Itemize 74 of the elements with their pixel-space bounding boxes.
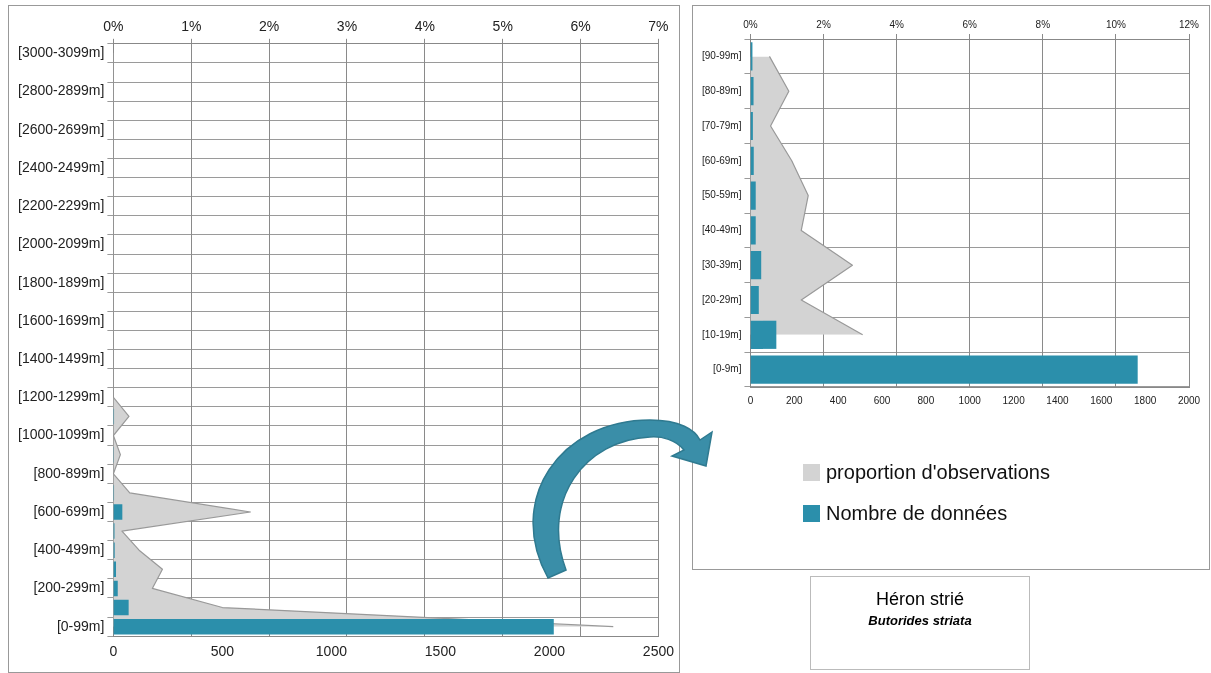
y-tick-label: [30-39m] [701,258,742,270]
legend-label: proportion d'observations [826,461,1050,484]
y-tick-label: [50-59m] [701,189,742,201]
y-tick-label: [2000-2099m] [17,235,105,252]
x-tick-label: 1200 [1002,394,1026,406]
x-tick-label: 800 [917,394,935,406]
y-tick-label: [400-499m] [33,541,105,558]
y-tick-label: [0-9m] [713,363,742,375]
y-tick-label: [1400-1499m] [17,349,105,366]
y-tick-label: [3000-3099m] [17,44,105,61]
bar [113,618,554,635]
y-tick-label: [90-99m] [701,50,742,62]
y-tick-label: [40-49m] [701,224,742,236]
x-tick-label: 1500 [424,643,457,660]
x2-tick-label: 0% [743,18,758,30]
x-tick-label: 2000 [1177,394,1201,406]
x2-tick-label: 8% [1035,18,1051,30]
bar [750,355,1138,384]
legend-label: Nombre de données [826,502,1008,525]
x2-tick-label: 4% [889,18,904,30]
x2-tick-label: 3% [336,18,358,35]
x2-tick-label: 7% [648,18,669,35]
bar [750,320,777,349]
y-tick-label: [20-29m] [701,293,742,305]
y-tick-label: [70-79m] [701,119,742,131]
bar [113,580,118,597]
x-tick-label: 1000 [958,394,982,406]
x-tick-label: 1800 [1134,394,1157,406]
y-tick-label: [2800-2899m] [17,82,105,99]
x-tick-label: 200 [785,394,804,406]
x2-tick-label: 10% [1105,18,1127,30]
bar [750,146,754,175]
x-tick-label: 1600 [1090,394,1113,406]
x2-tick-label: 12% [1178,18,1200,30]
y-tick-label: [10-19m] [701,328,742,340]
bar [750,251,762,280]
x2-tick-label: 5% [492,18,513,35]
bar [750,77,754,106]
x-tick-label: 400 [829,394,847,406]
y-tick-label: [2600-2699m] [17,120,105,137]
x-tick-label: 500 [210,643,235,660]
y-tick-label: [200-299m] [33,579,105,596]
x2-tick-label: 4% [414,18,435,35]
text: Héron strié [875,589,965,610]
x-tick-label: 2500 [642,643,675,660]
x-tick-label: 0 [747,394,754,406]
text: Butorides striata [867,613,973,628]
bar [750,216,756,245]
y-tick-label: [1000-1099m] [17,426,105,443]
y-tick-label: [600-699m] [33,502,105,519]
x-tick-label: 0 [109,643,118,660]
bar [750,285,759,315]
y-tick-label: [1600-1699m] [17,311,105,328]
x2-tick-label: 2% [816,18,831,30]
y-tick-label: [60-69m] [701,154,742,166]
y-tick-label: [2200-2299m] [17,197,105,214]
x-tick-label: 600 [873,394,891,406]
y-tick-label: [80-89m] [701,84,742,96]
bar [113,504,123,520]
x-tick-label: 1000 [315,643,348,660]
x2-tick-label: 6% [570,18,591,35]
y-tick-label: [1800-1899m] [17,273,105,290]
x-tick-label: 2000 [533,643,566,660]
x2-tick-label: 6% [962,18,978,30]
bar [113,599,129,616]
bar [750,181,756,210]
x2-tick-label: 0% [103,18,124,35]
x-tick-label: 1400 [1046,394,1069,406]
x2-tick-label: 2% [259,18,280,35]
y-tick-label: [1200-1299m] [17,388,105,405]
y-tick-label: [800-899m] [33,464,105,481]
x2-tick-label: 1% [181,18,202,35]
y-tick-label: [0-99m] [56,617,105,634]
y-tick-label: [2400-2499m] [17,158,105,175]
